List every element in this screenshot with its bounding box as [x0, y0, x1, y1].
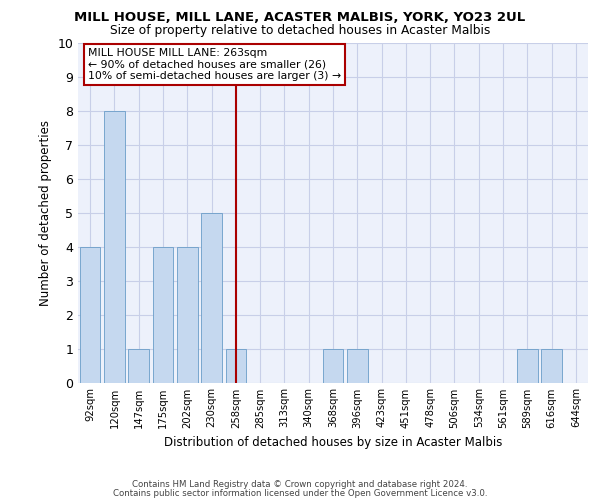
Text: MILL HOUSE MILL LANE: 263sqm
← 90% of detached houses are smaller (26)
10% of se: MILL HOUSE MILL LANE: 263sqm ← 90% of de… [88, 48, 341, 81]
Bar [128, 348, 149, 382]
Y-axis label: Number of detached properties: Number of detached properties [39, 120, 52, 306]
Text: Size of property relative to detached houses in Acaster Malbis: Size of property relative to detached ho… [110, 24, 490, 37]
Bar [104, 110, 125, 382]
Bar [541, 348, 562, 382]
Bar [226, 348, 246, 382]
Bar [347, 348, 368, 382]
Bar [177, 246, 197, 382]
Bar [323, 348, 343, 382]
Bar [517, 348, 538, 382]
Bar [152, 246, 173, 382]
Bar [201, 212, 222, 382]
Text: Contains public sector information licensed under the Open Government Licence v3: Contains public sector information licen… [113, 489, 487, 498]
Text: Contains HM Land Registry data © Crown copyright and database right 2024.: Contains HM Land Registry data © Crown c… [132, 480, 468, 489]
X-axis label: Distribution of detached houses by size in Acaster Malbis: Distribution of detached houses by size … [164, 436, 502, 449]
Text: MILL HOUSE, MILL LANE, ACASTER MALBIS, YORK, YO23 2UL: MILL HOUSE, MILL LANE, ACASTER MALBIS, Y… [74, 11, 526, 24]
Bar [80, 246, 100, 382]
